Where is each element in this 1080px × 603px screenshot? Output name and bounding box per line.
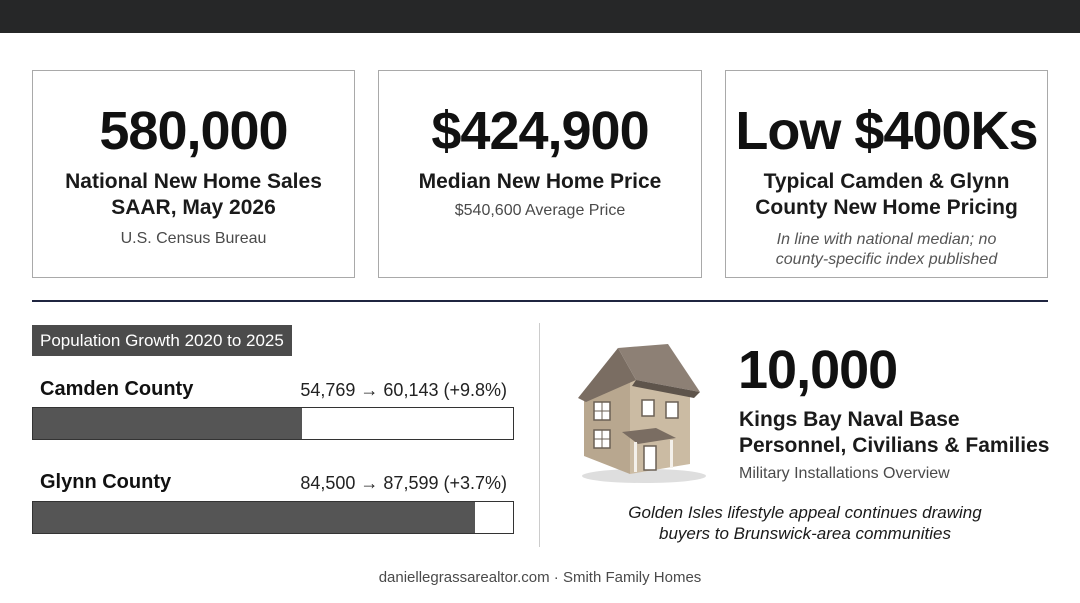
population-bar-glynn <box>32 501 514 534</box>
county-name-glynn: Glynn County <box>40 471 172 493</box>
population-bar-fill-camden <box>33 408 302 439</box>
military-stat-label-line1: Kings Bay Naval Base <box>739 408 960 431</box>
stat-label-line2: County New Home Pricing <box>755 196 1018 219</box>
stat-label: Median New Home Price <box>418 170 662 193</box>
lifestyle-note: Golden Isles lifestyle appeal continues … <box>560 502 1050 544</box>
stat-source: U.S. Census Bureau <box>120 230 267 247</box>
military-stat-label: Kings Bay Naval Base Personnel, Civilian… <box>739 407 1049 459</box>
stat-subtext: $540,600 Average Price <box>454 202 626 219</box>
military-stat-source: Military Installations Overview <box>739 465 950 482</box>
military-stat-value: 10,000 <box>738 340 898 400</box>
top-bar <box>0 0 1080 33</box>
section-divider <box>32 300 1048 302</box>
stat-note-line2: county-specific index published <box>775 251 998 268</box>
lifestyle-note-line1: Golden Isles lifestyle appeal continues … <box>628 503 982 522</box>
stat-card-national-sales: 580,000 National New Home Sales SAAR, Ma… <box>32 70 355 278</box>
stat-note-line1: In line with national median; no <box>776 231 997 248</box>
stat-value: 580,000 <box>99 101 288 161</box>
county-change-camden: 54,769 → 60,143 (+9.8%) <box>300 380 507 400</box>
stat-label-line1: National New Home Sales <box>65 170 322 193</box>
house-icon <box>578 344 706 483</box>
stat-card-median-price: $424,900 Median New Home Price $540,600 … <box>378 70 702 278</box>
stat-label: National New Home Sales SAAR, May 2026 <box>33 169 354 221</box>
stat-value: $424,900 <box>431 101 649 161</box>
stat-card-local-pricing: Low $400Ks Typical Camden & Glynn County… <box>725 70 1048 278</box>
population-section-title: Population Growth 2020 to 2025 <box>32 325 292 356</box>
population-bar-fill-glynn <box>33 502 475 533</box>
footer-credit: daniellegrassarealtor.com · Smith Family… <box>378 569 702 586</box>
military-stat-label-line2: Personnel, Civilians & Families <box>739 434 1050 457</box>
stat-label: Typical Camden & Glynn County New Home P… <box>726 169 1047 221</box>
stat-note: In line with national median; no county-… <box>726 230 1047 270</box>
column-divider <box>539 323 540 547</box>
population-bar-camden <box>32 407 514 440</box>
county-change-glynn: 84,500 → 87,599 (+3.7%) <box>300 473 507 493</box>
stat-value: Low $400Ks <box>735 101 1038 161</box>
stat-label-line1: Typical Camden & Glynn <box>763 170 1010 193</box>
lifestyle-note-line2: buyers to Brunswick-area communities <box>659 524 951 543</box>
county-name-camden: Camden County <box>40 378 194 400</box>
stat-label-line2: SAAR, May 2026 <box>111 196 276 219</box>
